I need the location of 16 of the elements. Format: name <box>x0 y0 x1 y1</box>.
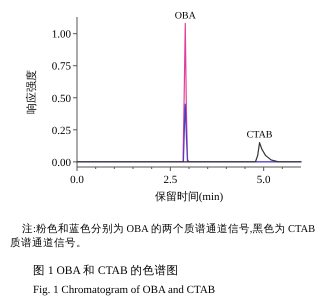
y-tick-label: 0.50 <box>52 92 72 105</box>
y-tick-label: 0.75 <box>52 60 72 73</box>
annotation: OBA <box>174 10 197 22</box>
x-tick-label: 2.5 <box>163 174 178 186</box>
x-tick-label: 5.0 <box>256 174 272 186</box>
line-series <box>76 142 302 162</box>
y-tick-label: 0.25 <box>52 124 72 137</box>
x-axis-title: 保留时间(min) <box>154 190 224 203</box>
text: 图 1 OBA 和 CTAB 的色谱图 <box>33 263 179 277</box>
annotation: CTAB <box>246 130 273 141</box>
text: 注:粉色和蓝色分别为 OBA 的两个质谱通道信号,黑色为 CTAB 质谱通道信号。 <box>10 222 318 249</box>
x-tick-label: 0.0 <box>70 174 84 186</box>
y-tick-label: 0.00 <box>52 156 72 169</box>
y-axis-title: 响应强度 <box>25 70 38 114</box>
text: Fig. 1 Chromatogram of OBA and CTAB <box>33 284 216 296</box>
y-tick-label: 1.00 <box>52 28 72 41</box>
